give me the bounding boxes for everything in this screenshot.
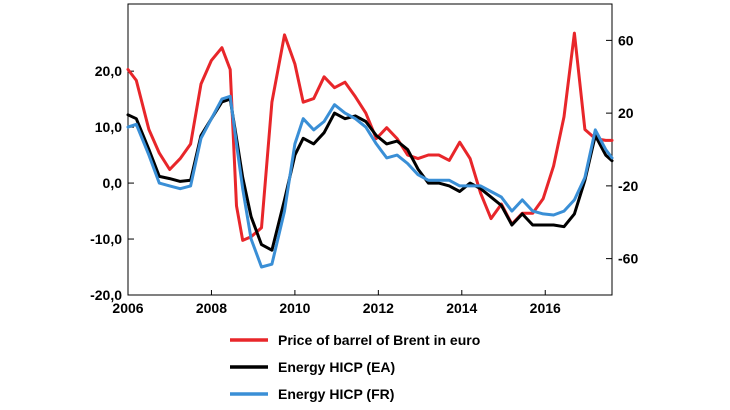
y-axis-right: -60 -20 20 60 [606, 32, 638, 267]
y-right-tick-label: 60 [618, 32, 634, 48]
y-right-tick-label: 20 [618, 105, 634, 121]
y-axis-left: -20,0 -10,0 0,0 10,0 20,0 [90, 63, 134, 303]
x-tick-label: 2012 [363, 300, 394, 316]
x-tick-label: 2008 [196, 300, 227, 316]
legend-label: Price of barrel of Brent in euro [278, 332, 480, 348]
y-left-tick-label: 20,0 [95, 63, 122, 79]
x-tick-label: 2016 [530, 300, 561, 316]
x-tick-label: 2010 [279, 300, 310, 316]
y-left-tick-label: -20,0 [90, 287, 122, 303]
legend-label: Energy HICP (EA) [278, 359, 395, 375]
y-right-tick-label: -20 [618, 178, 638, 194]
series-line-0 [126, 31, 614, 242]
legend-label: Energy HICP (FR) [278, 386, 394, 402]
x-tick-label: 2014 [446, 300, 477, 316]
legend: Price of barrel of Brent in euro Energy H… [230, 332, 480, 402]
x-axis: 2006 2008 2010 2012 2014 2016 [112, 290, 561, 316]
y-left-tick-label: 0,0 [103, 175, 123, 191]
series-lines [126, 31, 614, 269]
y-right-tick-label: -60 [618, 251, 638, 267]
y-left-tick-label: 10,0 [95, 119, 122, 135]
series-line-2 [126, 94, 614, 269]
plot-area-frame [127, 3, 613, 296]
x-tick-label: 2006 [112, 300, 143, 316]
y-left-tick-label: -10,0 [90, 231, 122, 247]
